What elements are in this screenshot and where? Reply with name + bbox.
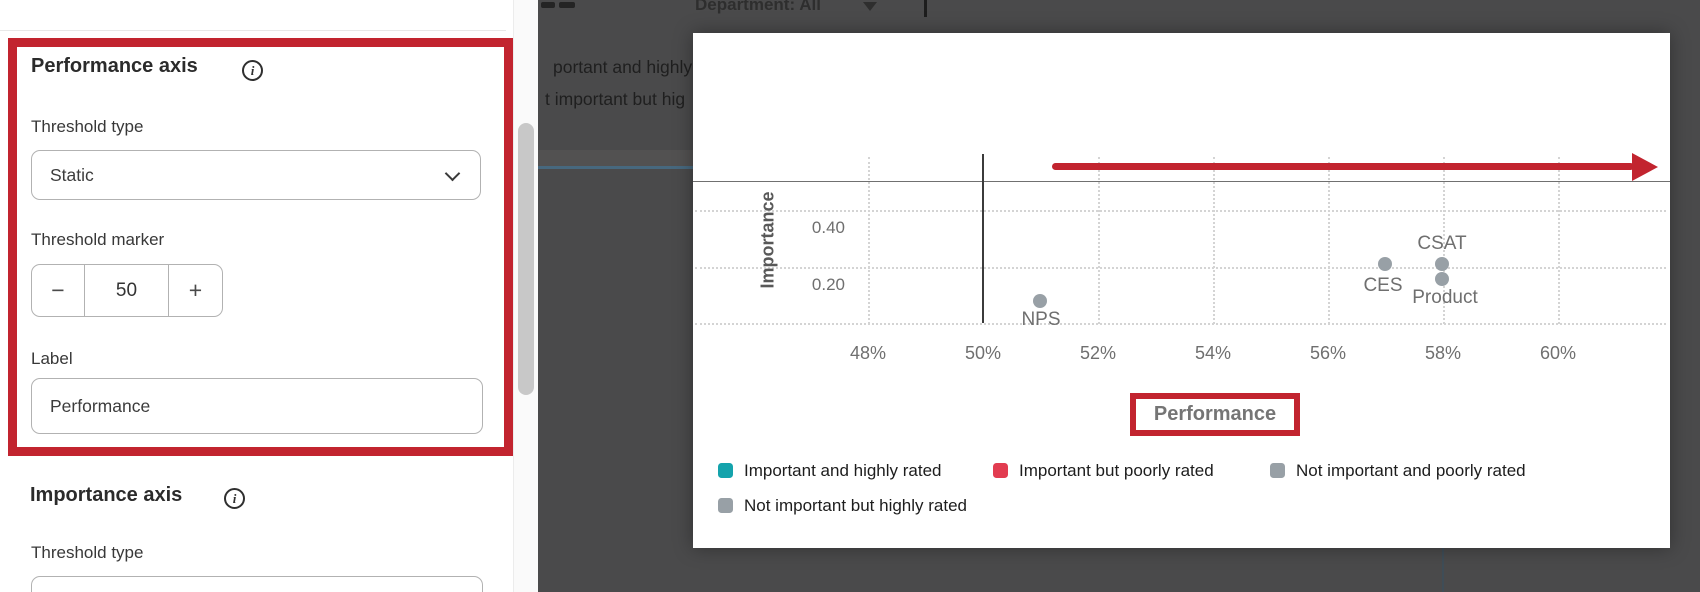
importance-threshold-line (693, 181, 1670, 182)
gridline-60 (1558, 157, 1560, 324)
legend-label: Important and highly rated (744, 460, 942, 480)
legend-item: Important but poorly rated (993, 460, 1214, 480)
backdrop-band (538, 150, 693, 167)
x-tick-54: 54% (1194, 343, 1232, 363)
legend-item: Important and highly rated (718, 460, 942, 480)
gridline-0-00 (695, 323, 1666, 325)
data-point-nps[interactable] (1033, 294, 1047, 308)
increment-button[interactable]: + (188, 277, 203, 303)
x-tick-56: 56% (1309, 343, 1347, 363)
x-tick-50: 50% (964, 343, 1002, 363)
threshold-marker-value[interactable]: 50 (84, 265, 169, 316)
gridline-48 (868, 157, 870, 324)
clipped-heading-fragment (541, 2, 555, 8)
info-icon-glyph: i (232, 491, 237, 506)
chevron-down-icon (444, 165, 461, 182)
data-point-csat[interactable] (1435, 257, 1449, 271)
toolbar-separator (924, 0, 927, 17)
scrollbar-thumb[interactable] (518, 123, 534, 395)
legend-swatch-gray (718, 498, 733, 513)
label-field-label: Label (31, 349, 73, 368)
point-label-nps: NPS (1021, 309, 1061, 330)
threshold-type-label: Threshold type (31, 117, 144, 136)
panel-divider (0, 30, 506, 31)
y-axis-title: Importance (757, 191, 778, 289)
gridline-56 (1328, 157, 1330, 324)
backdrop-column-divider (1442, 548, 1444, 592)
department-filter: Department: All (695, 0, 821, 14)
info-icon-glyph: i (250, 63, 255, 78)
backdrop-tab-underline (538, 166, 693, 169)
gridline-58 (1443, 157, 1445, 324)
decrement-button[interactable]: − (51, 277, 65, 303)
priority-matrix-chart: Importance 0.40 0.20 48% 50% 52% 54% 56%… (693, 33, 1670, 548)
backdrop-text-line: portant and highly (553, 57, 693, 77)
data-point-product[interactable] (1435, 272, 1449, 286)
backdrop-text-line: t important but hig (545, 89, 686, 109)
performance-threshold-line (982, 154, 984, 323)
point-label-ces: CES (1363, 275, 1403, 296)
legend-swatch-gray (1270, 463, 1285, 478)
x-axis-title: Performance (1153, 403, 1277, 425)
y-tick-040: 0.40 (811, 218, 845, 237)
point-label-product: Product (1412, 287, 1478, 308)
x-tick-52: 52% (1079, 343, 1117, 363)
clipped-heading-fragment (559, 2, 575, 8)
point-label-csat: CSAT (1417, 233, 1467, 254)
annotation-arrow-head (1632, 153, 1658, 181)
legend-swatch-red (993, 463, 1008, 478)
threshold-type-label-2: Threshold type (31, 543, 144, 562)
legend-label: Important but poorly rated (1019, 460, 1214, 480)
legend-item: Not important and poorly rated (1270, 460, 1526, 480)
axis-label-input[interactable]: Performance (31, 378, 483, 434)
threshold-marker-stepper: − 50 + (31, 264, 223, 317)
threshold-type-select[interactable]: Static (31, 150, 481, 200)
gridline-0-20 (695, 267, 1666, 269)
scrollbar-track[interactable] (513, 0, 538, 592)
performance-axis-heading: Performance axis (31, 55, 198, 77)
importance-axis-heading: Importance axis (30, 484, 183, 506)
x-tick-60: 60% (1539, 343, 1577, 363)
chevron-down-icon (863, 2, 877, 11)
data-point-ces[interactable] (1378, 257, 1392, 271)
legend-label: Not important but highly rated (744, 495, 968, 515)
gridline-54 (1213, 157, 1215, 324)
y-tick-020: 0.20 (811, 275, 845, 294)
x-tick-58: 58% (1424, 343, 1462, 363)
info-icon[interactable]: i (224, 488, 245, 509)
legend-item: Not important but highly rated (718, 495, 968, 515)
gridline-52 (1098, 157, 1100, 324)
threshold-type-value: Static (50, 164, 94, 185)
legend-swatch-teal (718, 463, 733, 478)
legend-label: Not important and poorly rated (1296, 460, 1526, 480)
threshold-type-select-2[interactable] (31, 576, 483, 592)
settings-panel: Performance axis i Threshold type Static… (0, 0, 513, 592)
info-icon[interactable]: i (242, 60, 263, 81)
x-tick-48: 48% (849, 343, 887, 363)
axis-label-value: Performance (50, 395, 151, 416)
gridline-0-40 (695, 210, 1666, 212)
threshold-marker-label: Threshold marker (31, 230, 165, 249)
annotation-arrow-line (1052, 163, 1634, 170)
annotation-box-performance-label: Performance (1130, 393, 1300, 436)
